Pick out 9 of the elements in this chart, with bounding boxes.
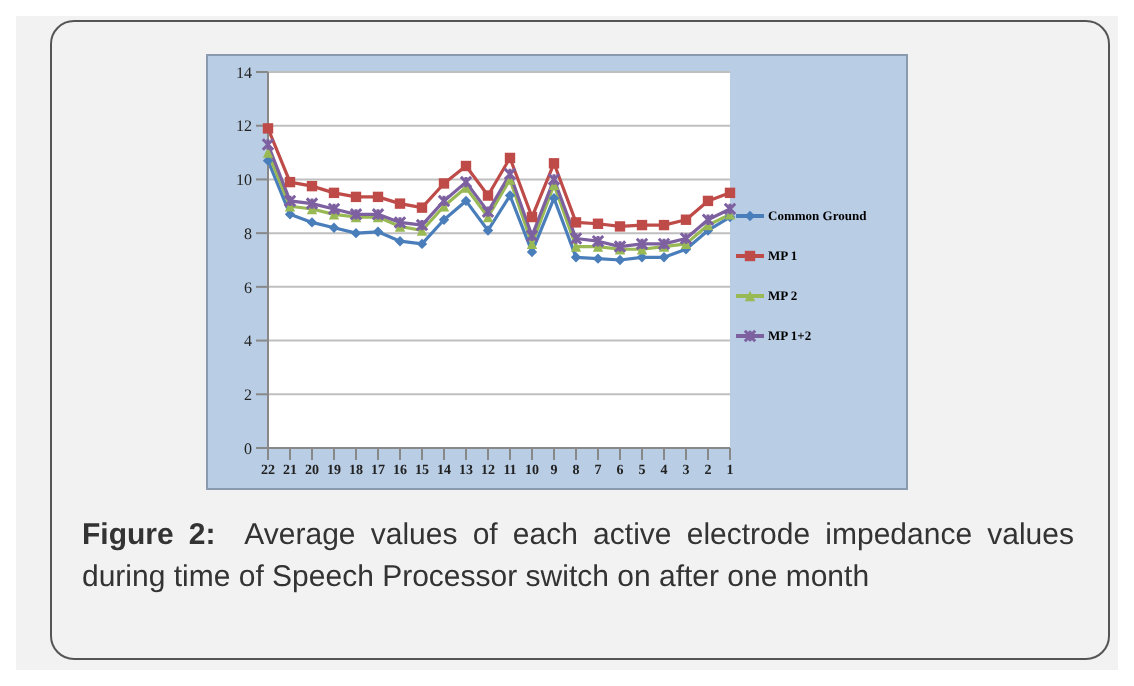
y-tick-label: 6: [244, 278, 252, 297]
y-tick-label: 10: [236, 171, 252, 190]
y-tick-label: 14: [236, 63, 252, 82]
y-tick-label: 8: [244, 224, 252, 243]
y-tick-label: 12: [236, 117, 252, 136]
caption: Figure 2: Average values of each active electrode impedance values during time of Speech Processor switch on after one month: [82, 518, 1076, 594]
y-tick-label: 4: [244, 332, 252, 351]
y-tick-label: 0: [244, 439, 252, 458]
y-tick-label: 2: [244, 385, 252, 404]
